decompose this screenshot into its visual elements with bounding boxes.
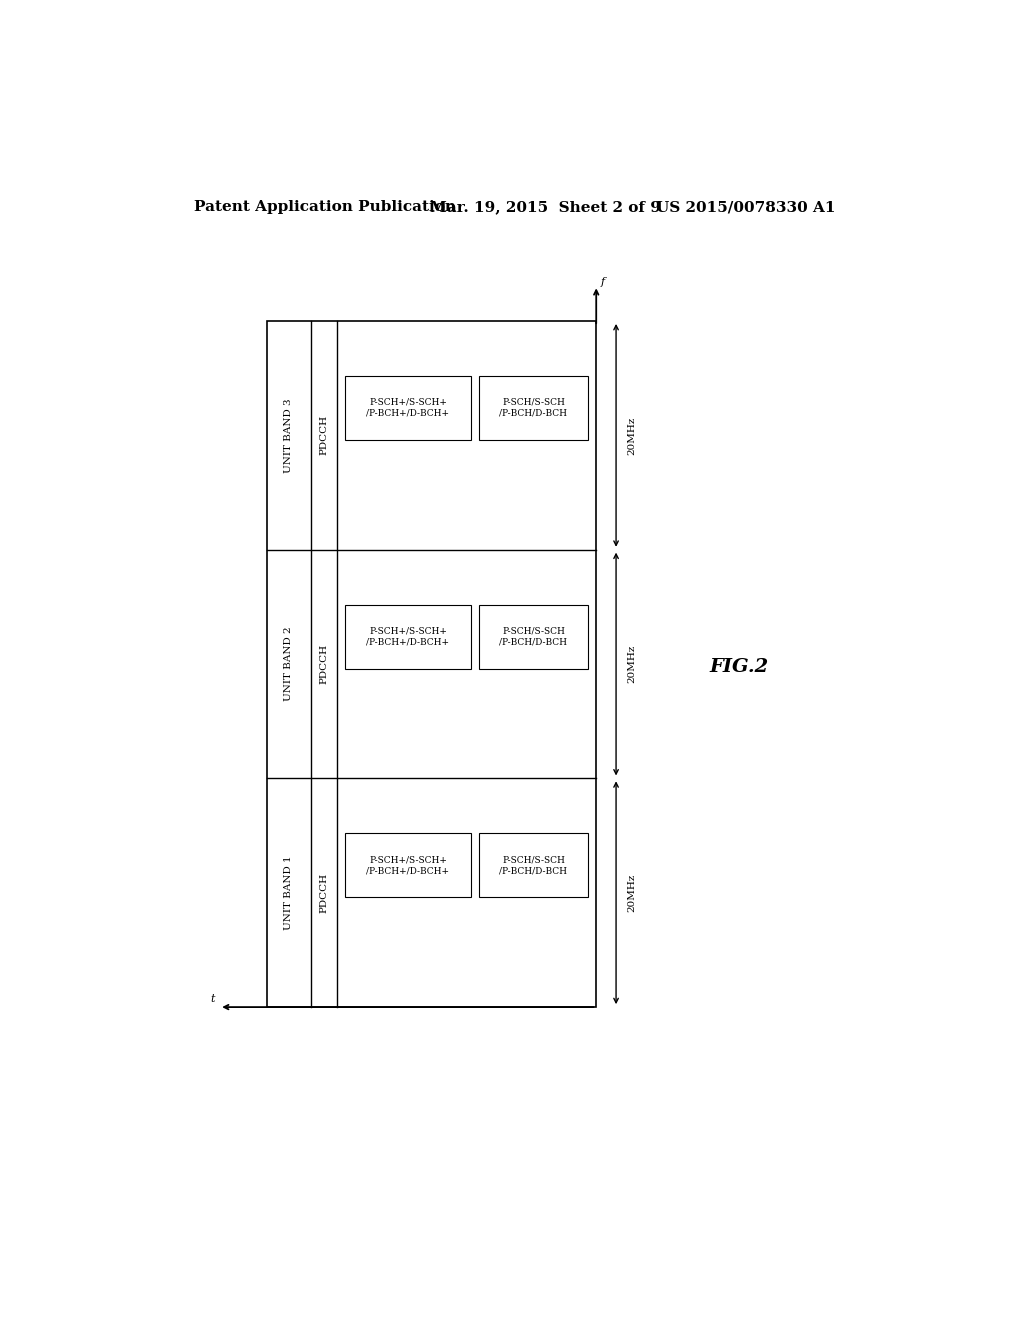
Text: P-SCH+/S-SCH+
/P-BCH+/D-BCH+: P-SCH+/S-SCH+ /P-BCH+/D-BCH+ xyxy=(367,627,450,647)
Text: Mar. 19, 2015  Sheet 2 of 9: Mar. 19, 2015 Sheet 2 of 9 xyxy=(430,201,660,214)
Text: f: f xyxy=(600,277,604,288)
Text: 20MHz: 20MHz xyxy=(628,416,637,454)
Text: UNIT BAND 1: UNIT BAND 1 xyxy=(285,855,293,931)
Bar xyxy=(345,833,471,898)
Text: 20MHz: 20MHz xyxy=(628,645,637,684)
Text: P-SCH/S-SCH
/P-BCH/D-BCH: P-SCH/S-SCH /P-BCH/D-BCH xyxy=(500,397,567,418)
Text: PDCCH: PDCCH xyxy=(319,416,328,455)
Text: 20MHz: 20MHz xyxy=(628,874,637,912)
Text: P-SCH+/S-SCH+
/P-BCH+/D-BCH+: P-SCH+/S-SCH+ /P-BCH+/D-BCH+ xyxy=(367,397,450,418)
Bar xyxy=(478,605,588,669)
Text: t: t xyxy=(211,994,215,1005)
Text: US 2015/0078330 A1: US 2015/0078330 A1 xyxy=(655,201,836,214)
Text: P-SCH+/S-SCH+
/P-BCH+/D-BCH+: P-SCH+/S-SCH+ /P-BCH+/D-BCH+ xyxy=(367,855,450,875)
Text: P-SCH/S-SCH
/P-BCH/D-BCH: P-SCH/S-SCH /P-BCH/D-BCH xyxy=(500,855,567,875)
Bar xyxy=(345,605,471,669)
Bar xyxy=(345,376,471,440)
Text: PDCCH: PDCCH xyxy=(319,644,328,684)
Text: UNIT BAND 2: UNIT BAND 2 xyxy=(285,627,293,701)
Bar xyxy=(478,376,588,440)
Bar xyxy=(478,833,588,898)
Text: PDCCH: PDCCH xyxy=(319,873,328,913)
Text: FIG.2: FIG.2 xyxy=(710,657,769,676)
Text: UNIT BAND 3: UNIT BAND 3 xyxy=(285,399,293,473)
Text: Patent Application Publication: Patent Application Publication xyxy=(194,201,456,214)
Bar xyxy=(267,321,596,1007)
Text: P-SCH/S-SCH
/P-BCH/D-BCH: P-SCH/S-SCH /P-BCH/D-BCH xyxy=(500,627,567,647)
